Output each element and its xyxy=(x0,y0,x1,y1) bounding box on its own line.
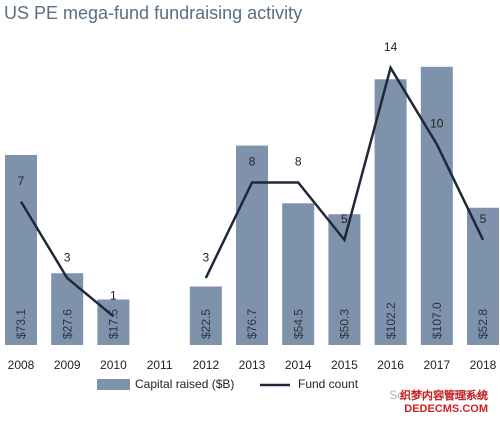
line-value-label: 7 xyxy=(18,174,25,188)
line-value-label: 3 xyxy=(202,250,209,264)
x-tick-label: 2015 xyxy=(331,358,358,372)
x-tick-label: 2008 xyxy=(8,358,35,372)
x-tick-label: 2012 xyxy=(192,358,219,372)
bar-value-label: $17.5 xyxy=(107,309,121,339)
line-value-label: 3 xyxy=(64,250,71,264)
line-value-label: 8 xyxy=(249,155,256,169)
bar-value-label: $102.2 xyxy=(384,302,398,339)
legend-label: Fund count xyxy=(298,377,359,391)
bar xyxy=(51,273,84,345)
bar xyxy=(189,286,222,345)
x-tick-label: 2016 xyxy=(377,358,404,372)
watermark: 织梦内容管理系统 xyxy=(400,388,488,402)
x-tick-label: 2010 xyxy=(100,358,127,372)
watermark: DEDECMS.COM xyxy=(404,403,488,415)
chart-title: US PE mega-fund fundraising activity xyxy=(4,3,302,23)
line-value-label: 1 xyxy=(110,288,117,302)
legend-swatch xyxy=(97,379,130,390)
x-tick-label: 2013 xyxy=(239,358,266,372)
legend-label: Capital raised ($B) xyxy=(135,377,234,391)
line xyxy=(19,64,485,318)
bar-value-label: $50.3 xyxy=(338,309,352,339)
line-value-label: 10 xyxy=(430,116,444,130)
bar-value-label: $54.5 xyxy=(291,309,305,339)
bar-value-label: $22.5 xyxy=(199,309,213,339)
x-tick-label: 2014 xyxy=(285,358,312,372)
line-value-label: 14 xyxy=(384,40,398,54)
bar-value-label: $52.8 xyxy=(476,309,490,339)
bar-value-label: $76.7 xyxy=(245,309,259,339)
line-value-label: 5 xyxy=(341,212,348,226)
x-tick-label: 2011 xyxy=(147,358,173,372)
bar xyxy=(420,66,453,346)
bar xyxy=(374,79,407,345)
line-value-label: 8 xyxy=(295,155,302,169)
source: Source: PitchBook xyxy=(389,388,489,402)
bar xyxy=(467,207,499,345)
bar xyxy=(282,203,315,345)
bar xyxy=(236,145,268,345)
x-tick-label: 2018 xyxy=(470,358,497,372)
x-tick-label: 2017 xyxy=(423,358,450,372)
bar xyxy=(5,154,37,345)
x-tick-label: 2009 xyxy=(54,358,81,372)
bar-value-label: $27.6 xyxy=(60,309,74,339)
line-value-label: 5 xyxy=(480,212,487,226)
bar-value-label: $73.1 xyxy=(14,309,28,339)
bar-value-label: $107.0 xyxy=(430,302,444,339)
